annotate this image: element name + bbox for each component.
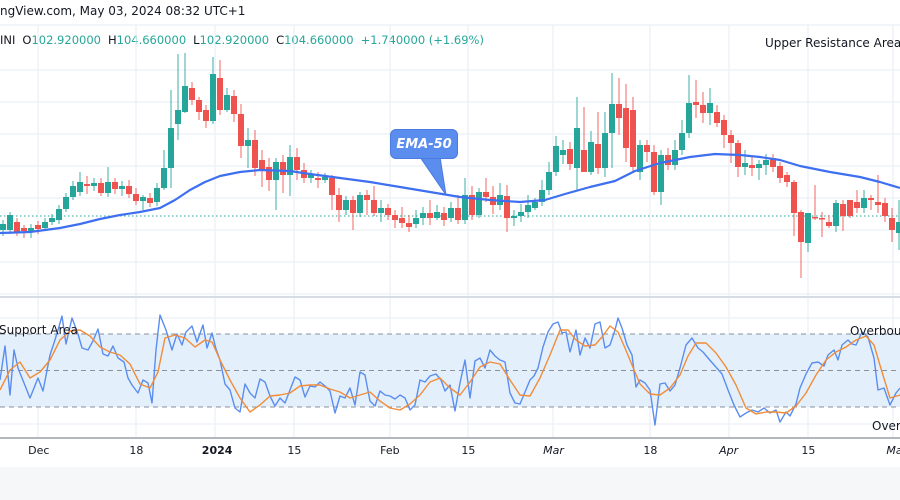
time-axis-label: 15 [287, 444, 302, 457]
ohlc-legend: INI O102.920000 H104.660000 L102.920000 C104… [0, 33, 491, 47]
time-axis-label: 15 [801, 444, 816, 457]
time-axis-label: Apr [719, 444, 739, 457]
grid-lines [0, 24, 900, 500]
low-value: L102.920000 [193, 33, 270, 47]
ema-50-line [0, 152, 900, 235]
time-axis-label: Dec [28, 444, 50, 457]
time-axis-label: 18 [643, 444, 658, 457]
stochastic-band [0, 333, 900, 408]
oversold-label: Over [872, 419, 900, 433]
stochastic-lines [0, 314, 900, 426]
time-axis-label: 2024 [201, 444, 233, 457]
overbought-label: Overbou [850, 324, 900, 338]
ema-callout-pointer [419, 156, 447, 196]
time-axis-label: Ma [886, 444, 900, 457]
high-value: H104.660000 [107, 33, 187, 47]
open-value: O102.920000 [22, 33, 101, 47]
upper-resistance-label: Upper Resistance Area [765, 36, 900, 50]
time-axis-label: Mar [543, 444, 564, 457]
time-axis-label: 18 [129, 444, 144, 457]
close-value: C104.660000 [276, 33, 354, 47]
chart-source-header: ngView.com, May 03, 2024 08:32 UTC+1 [0, 4, 246, 18]
time-axis-label: Feb [380, 444, 400, 457]
time-axis-label: 15 [461, 444, 476, 457]
support-area-label: Support Area [0, 323, 78, 337]
change-value: +1.740000 (+1.69%) [360, 33, 484, 47]
ema-50-callout: EMA-50 [390, 129, 458, 159]
symbol-fragment: INI [0, 33, 16, 47]
